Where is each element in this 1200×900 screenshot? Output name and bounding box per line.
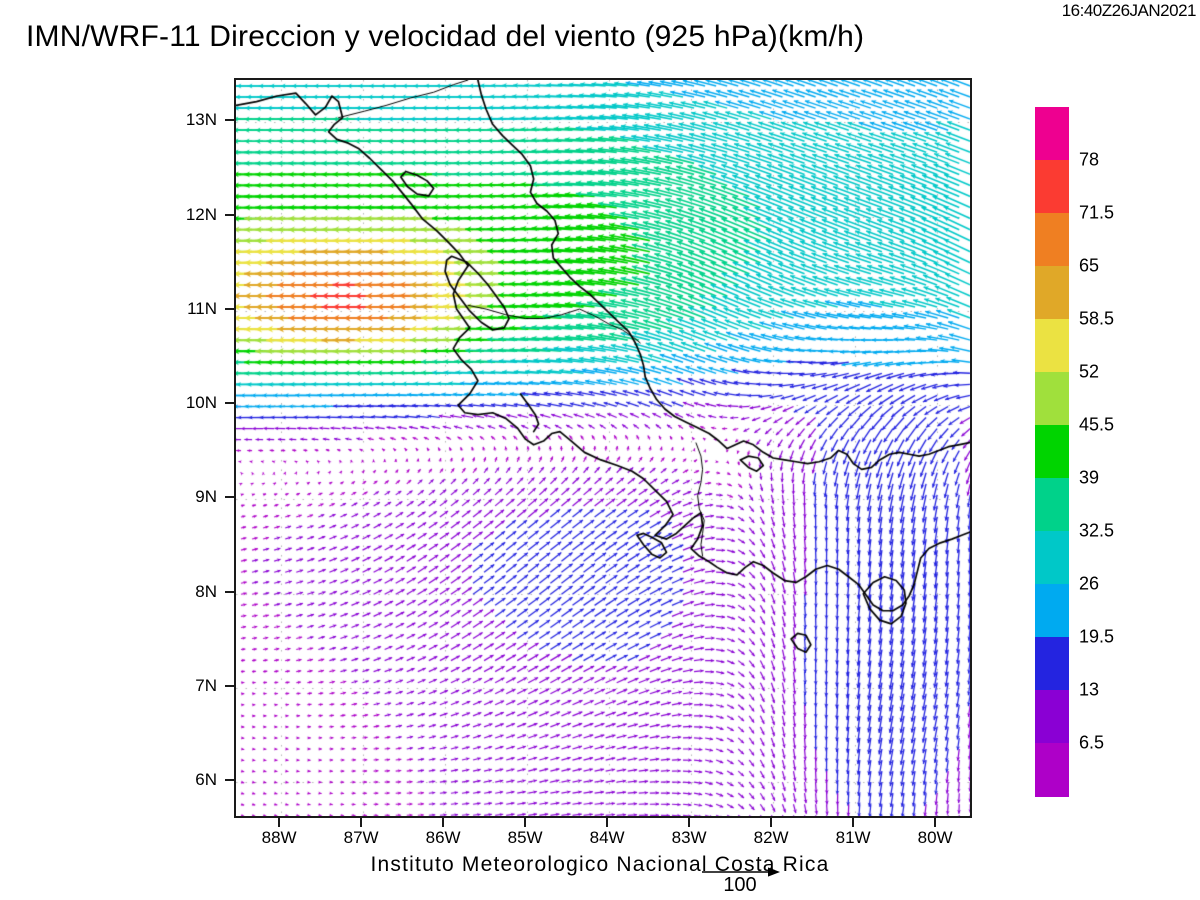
x-axis-tick-label: 88W [261, 828, 297, 847]
y-axis-tick-label: 12N [185, 204, 217, 224]
reference-vector-arrow [702, 867, 780, 877]
colorbar-tick-label: 6.5 [1079, 732, 1105, 753]
x-axis-tick [524, 818, 527, 827]
x-axis-tick [934, 818, 937, 827]
y-axis-tick-label: 10N [185, 393, 217, 413]
colorbar-tick-label: 13 [1079, 679, 1100, 700]
y-axis-tick-label: 7N [195, 676, 217, 696]
colorbar: 78 71.5 65 58.5 52 45.5 39 32.5 26 19.5 13 6.5 [1035, 107, 1114, 797]
colorbar-tick-label: 26 [1079, 573, 1100, 594]
x-axis-tick-label: 85W [507, 828, 543, 847]
x-axis-tick-label: 83W [671, 828, 707, 847]
x-axis-tick [360, 818, 363, 827]
x-axis-tick [606, 818, 609, 827]
reference-vector-label: 100 [723, 874, 757, 896]
colorbar-tick-label: 78 [1079, 149, 1100, 170]
colorbar-band [1035, 531, 1069, 585]
x-axis-tick [442, 818, 445, 827]
y-axis-tick [225, 213, 234, 216]
y-axis-tick [225, 402, 234, 405]
y-axis-tick-label: 13N [185, 110, 217, 130]
y-axis-tick [225, 779, 234, 782]
footer-credit: Instituto Meteorologico Nacional Costa R… [370, 853, 830, 876]
x-axis-tick [278, 818, 281, 827]
colorbar-band [1035, 160, 1069, 214]
colorbar-tick-label: 71.5 [1079, 202, 1115, 223]
colorbar-band [1035, 584, 1069, 638]
y-axis-tick-label: 9N [195, 487, 217, 507]
y-axis-tick [225, 307, 234, 310]
colorbar-band [1035, 319, 1069, 373]
colorbar-tick-label: 45.5 [1079, 414, 1115, 435]
colorbar-band [1035, 213, 1069, 267]
x-axis-tick [688, 818, 691, 827]
x-axis-tick-label: 82W [753, 828, 789, 847]
wind-field-plot [234, 78, 972, 818]
colorbar-band [1035, 637, 1069, 691]
colorbar-band [1035, 372, 1069, 426]
x-axis-tick-label: 81W [835, 828, 871, 847]
colorbar-band [1035, 743, 1069, 797]
y-axis-tick-label: 11N [187, 298, 217, 318]
x-axis-tick [770, 818, 773, 827]
y-axis-tick [225, 590, 234, 593]
x-axis-tick-label: 80W [917, 828, 953, 847]
y-axis-tick-label: 6N [195, 770, 217, 790]
colorbar-tick-label: 52 [1079, 361, 1100, 382]
colorbar-band [1035, 690, 1069, 744]
colorbar-tick-label: 58.5 [1079, 308, 1115, 329]
y-axis-tick [225, 685, 234, 688]
y-axis-tick-label: 8N [195, 581, 217, 601]
y-axis-tick [225, 496, 234, 499]
colorbar-band [1035, 266, 1069, 320]
coastline-layer [236, 80, 970, 816]
colorbar-tick-label: 19.5 [1079, 626, 1115, 647]
colorbar-tick-label: 39 [1079, 467, 1100, 488]
colorbar-tick-label: 65 [1079, 255, 1100, 276]
colorbar-tick-label: 32.5 [1079, 520, 1115, 541]
x-axis-tick [852, 818, 855, 827]
x-axis-tick-label: 87W [343, 828, 379, 847]
page-title: IMN/WRF-11 Direccion y velocidad del vie… [26, 20, 865, 53]
x-axis-tick-label: 84W [589, 828, 625, 847]
y-axis-tick [225, 119, 234, 122]
colorbar-band [1035, 478, 1069, 532]
timestamp-label: 16:40Z26JAN2021 [1061, 1, 1197, 20]
colorbar-band [1035, 425, 1069, 479]
colorbar-band [1035, 107, 1069, 161]
x-axis-tick-label: 86W [425, 828, 461, 847]
